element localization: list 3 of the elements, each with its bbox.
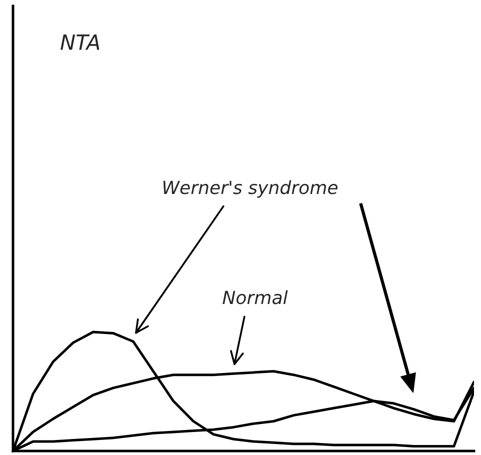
chart-title: NTA <box>60 34 100 50</box>
text: Werner's syndrome <box>163 180 338 198</box>
text: Normal <box>222 290 288 304</box>
